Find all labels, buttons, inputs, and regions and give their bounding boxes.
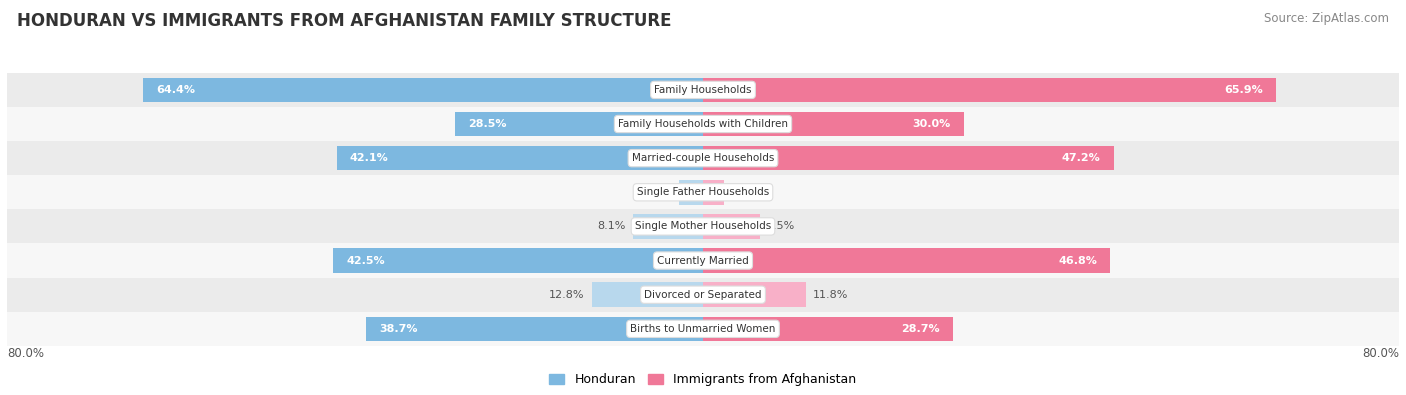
Text: 11.8%: 11.8% <box>813 290 848 300</box>
Bar <box>633 214 703 239</box>
Text: 2.8%: 2.8% <box>643 187 672 197</box>
Text: Births to Unmarried Women: Births to Unmarried Women <box>630 324 776 334</box>
Text: 30.0%: 30.0% <box>912 119 950 129</box>
Bar <box>7 312 1399 346</box>
Bar <box>7 141 1399 175</box>
Text: Currently Married: Currently Married <box>657 256 749 265</box>
Text: 80.0%: 80.0% <box>1362 346 1399 359</box>
Bar <box>333 248 703 273</box>
Text: 28.5%: 28.5% <box>468 119 506 129</box>
Bar <box>456 112 703 136</box>
Text: 2.4%: 2.4% <box>731 187 759 197</box>
Text: 80.0%: 80.0% <box>7 346 44 359</box>
Bar <box>679 180 703 205</box>
Text: 28.7%: 28.7% <box>901 324 939 334</box>
Bar <box>7 243 1399 278</box>
Text: HONDURAN VS IMMIGRANTS FROM AFGHANISTAN FAMILY STRUCTURE: HONDURAN VS IMMIGRANTS FROM AFGHANISTAN … <box>17 12 672 30</box>
Bar <box>703 180 724 205</box>
Bar <box>367 316 703 341</box>
Text: Single Father Households: Single Father Households <box>637 187 769 197</box>
Bar <box>703 112 965 136</box>
Bar <box>703 77 1277 102</box>
Text: Single Mother Households: Single Mother Households <box>636 222 770 231</box>
Legend: Honduran, Immigrants from Afghanistan: Honduran, Immigrants from Afghanistan <box>544 368 862 391</box>
Text: Family Households with Children: Family Households with Children <box>619 119 787 129</box>
Bar <box>7 175 1399 209</box>
Text: 12.8%: 12.8% <box>550 290 585 300</box>
Bar <box>592 282 703 307</box>
Bar <box>703 282 806 307</box>
Bar <box>703 316 953 341</box>
Text: 46.8%: 46.8% <box>1059 256 1097 265</box>
Text: Family Households: Family Households <box>654 85 752 95</box>
Bar <box>703 146 1114 170</box>
Bar <box>7 107 1399 141</box>
Text: 65.9%: 65.9% <box>1225 85 1263 95</box>
Text: Source: ZipAtlas.com: Source: ZipAtlas.com <box>1264 12 1389 25</box>
Text: 8.1%: 8.1% <box>598 222 626 231</box>
Text: Divorced or Separated: Divorced or Separated <box>644 290 762 300</box>
Text: 38.7%: 38.7% <box>380 324 418 334</box>
Bar <box>7 73 1399 107</box>
Text: 42.1%: 42.1% <box>350 153 388 163</box>
Bar <box>703 214 759 239</box>
Bar <box>7 209 1399 243</box>
Text: Married-couple Households: Married-couple Households <box>631 153 775 163</box>
Text: 47.2%: 47.2% <box>1062 153 1101 163</box>
Bar <box>703 248 1111 273</box>
Bar <box>143 77 703 102</box>
Text: 42.5%: 42.5% <box>346 256 385 265</box>
Bar <box>337 146 703 170</box>
Text: 6.5%: 6.5% <box>766 222 794 231</box>
Text: 64.4%: 64.4% <box>156 85 195 95</box>
Bar <box>7 278 1399 312</box>
